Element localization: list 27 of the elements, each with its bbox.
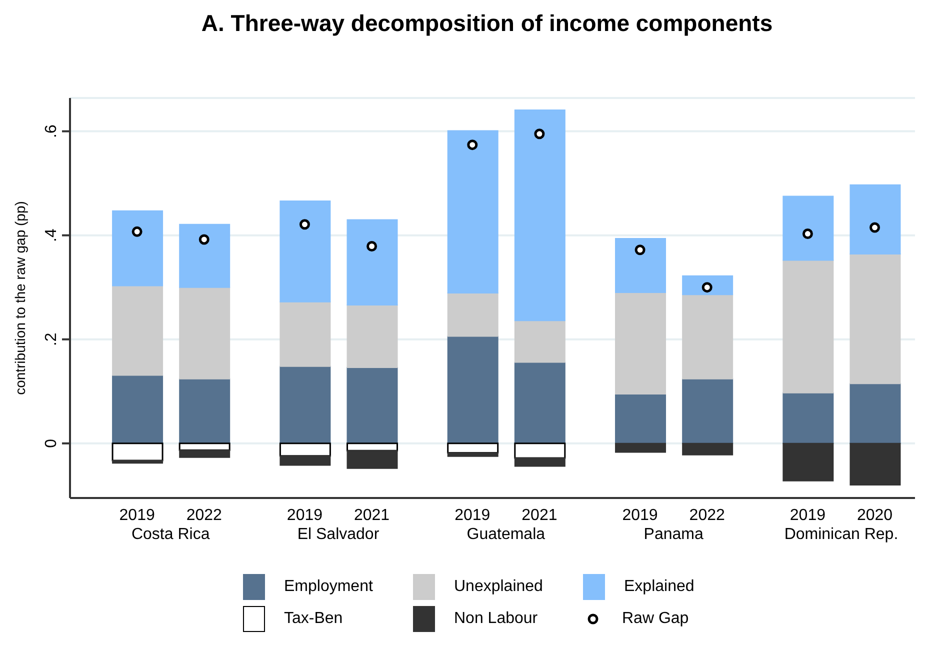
legend-label: Employment — [284, 578, 373, 596]
legend-label: Explained — [624, 578, 694, 596]
text: Guatemala — [466, 526, 546, 543]
y-tick-label: 0 — [43, 438, 60, 448]
x-tick-label: 2022 — [689, 507, 725, 524]
legend-label: Non Labour — [454, 610, 538, 628]
legend-label: Tax-Ben — [284, 610, 343, 628]
x-tick-label: 2021 — [354, 507, 390, 524]
legend-label: Unexplained — [454, 578, 543, 596]
chart-title: A. Three-way decomposition of income components — [200, 10, 774, 37]
x-tick-label: 2019 — [622, 507, 658, 524]
legend-label: Raw Gap — [622, 610, 689, 628]
y-tick-label: .2 — [43, 332, 60, 346]
text: Dominican Rep. — [784, 526, 898, 543]
text: Costa Rica — [131, 526, 210, 543]
y-tick-label: .4 — [43, 228, 60, 242]
x-tick-label: 2022 — [186, 507, 222, 524]
y-tick-label: .6 — [43, 124, 60, 138]
x-tick-label: 2019 — [454, 507, 490, 524]
y-axis-title: contribution to the raw gap (pp) — [12, 201, 28, 395]
x-tick-label: 2019 — [286, 507, 323, 524]
text: Panama — [644, 526, 704, 543]
x-tick-label: 2020 — [856, 507, 893, 524]
text: El Salvador — [297, 526, 380, 543]
x-tick-label: 2019 — [790, 507, 826, 524]
x-tick-label: 2019 — [119, 507, 155, 524]
x-tick-label: 2021 — [522, 507, 558, 524]
